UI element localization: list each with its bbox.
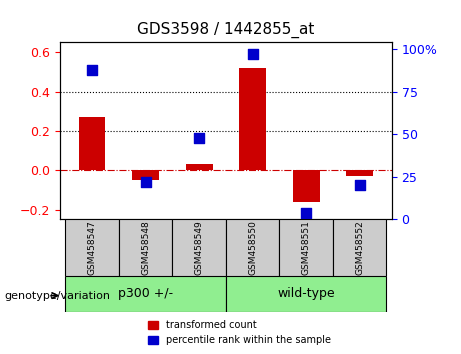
FancyBboxPatch shape bbox=[333, 219, 386, 276]
Bar bbox=[132, 170, 159, 180]
FancyBboxPatch shape bbox=[172, 219, 226, 276]
Text: GSM458549: GSM458549 bbox=[195, 221, 204, 275]
Point bbox=[89, 67, 96, 73]
Text: GSM458551: GSM458551 bbox=[301, 220, 311, 275]
Text: GSM458547: GSM458547 bbox=[88, 221, 96, 275]
Text: p300 +/-: p300 +/- bbox=[118, 287, 173, 300]
FancyBboxPatch shape bbox=[119, 219, 172, 276]
Text: GSM458550: GSM458550 bbox=[248, 220, 257, 275]
Legend: transformed count, percentile rank within the sample: transformed count, percentile rank withi… bbox=[145, 316, 335, 349]
Title: GDS3598 / 1442855_at: GDS3598 / 1442855_at bbox=[137, 22, 314, 38]
Bar bbox=[346, 170, 373, 176]
Point bbox=[356, 183, 363, 188]
Bar bbox=[293, 170, 319, 202]
Bar bbox=[79, 117, 106, 170]
Text: genotype/variation: genotype/variation bbox=[5, 291, 111, 301]
Point bbox=[142, 179, 149, 185]
FancyBboxPatch shape bbox=[279, 219, 333, 276]
Bar bbox=[239, 68, 266, 170]
Point bbox=[249, 52, 256, 57]
Text: wild-type: wild-type bbox=[278, 287, 335, 300]
FancyBboxPatch shape bbox=[65, 276, 226, 312]
FancyBboxPatch shape bbox=[226, 276, 386, 312]
FancyBboxPatch shape bbox=[226, 219, 279, 276]
FancyBboxPatch shape bbox=[65, 219, 119, 276]
Bar bbox=[186, 164, 213, 170]
Text: GSM458552: GSM458552 bbox=[355, 221, 364, 275]
Point bbox=[195, 135, 203, 141]
Text: GSM458548: GSM458548 bbox=[141, 221, 150, 275]
Point bbox=[302, 210, 310, 216]
